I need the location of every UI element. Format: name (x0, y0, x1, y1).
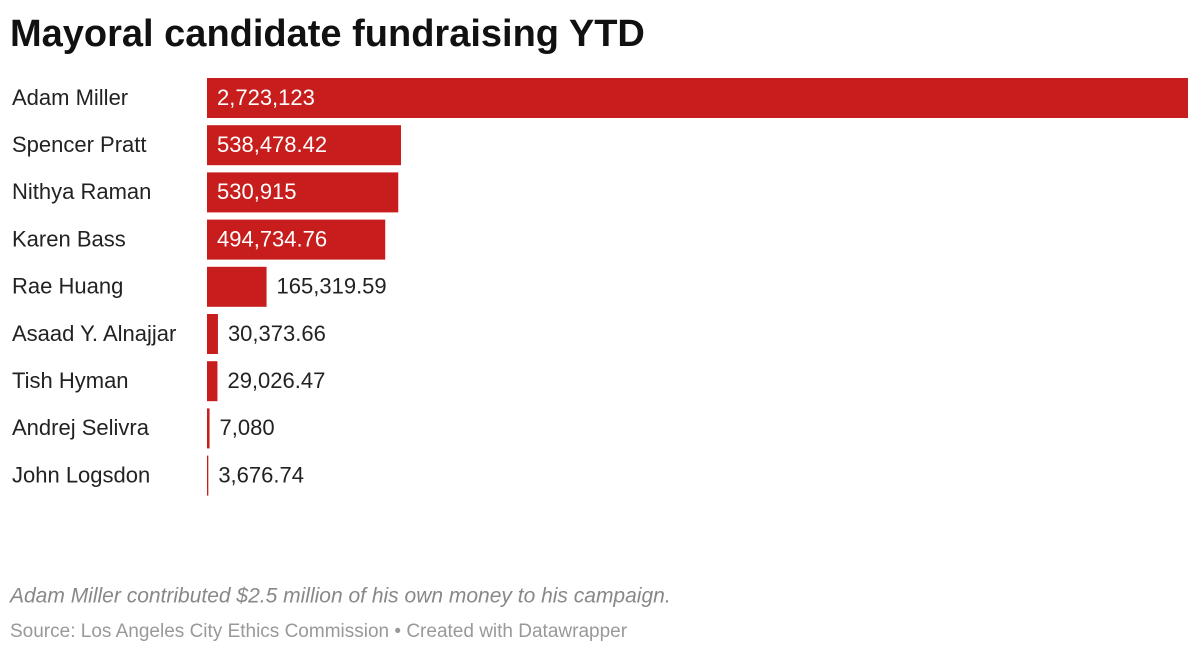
bar (207, 408, 210, 449)
bar (207, 455, 209, 496)
bar (207, 219, 386, 260)
chart-note: Adam Miller contributed $2.5 million of … (8, 585, 671, 608)
category-label: John Logsdon (12, 462, 150, 487)
category-label: Asaad Y. Alnajjar (12, 321, 176, 346)
chart-source: Source: Los Angeles City Ethics Commissi… (10, 621, 628, 642)
value-label: 530,915 (217, 179, 297, 204)
source: Source: Los Angeles City Ethics Commissi… (10, 621, 389, 642)
credit: Created with Datawrapper (406, 621, 627, 642)
bar (207, 78, 1188, 118)
value-label: 3,676.74 (218, 462, 304, 487)
bar (207, 314, 218, 354)
value-label: 29,026.47 (227, 368, 325, 393)
chart-title: Mayoral candidate fundraising YTD (10, 13, 645, 55)
category-label: Spencer Pratt (12, 132, 147, 157)
bar (207, 172, 399, 213)
bar (207, 361, 218, 402)
category-label: Adam Miller (12, 85, 128, 110)
category-label: Karen Bass (12, 226, 126, 251)
value-label: 2,723,123 (217, 85, 315, 110)
value-label: 494,734.76 (217, 226, 327, 251)
category-label: Nithya Raman (12, 179, 151, 204)
bar (207, 266, 267, 307)
value-label: 30,373.66 (228, 321, 326, 346)
value-label: 165,319.59 (277, 274, 387, 299)
category-label: Tish Hyman (12, 368, 129, 393)
value-label: 7,080 (220, 415, 275, 440)
value-label: 538,478.42 (217, 132, 327, 157)
category-label: Andrej Selivra (12, 415, 150, 440)
separator: • (389, 621, 406, 642)
bar (207, 125, 401, 166)
category-label: Rae Huang (12, 274, 123, 299)
